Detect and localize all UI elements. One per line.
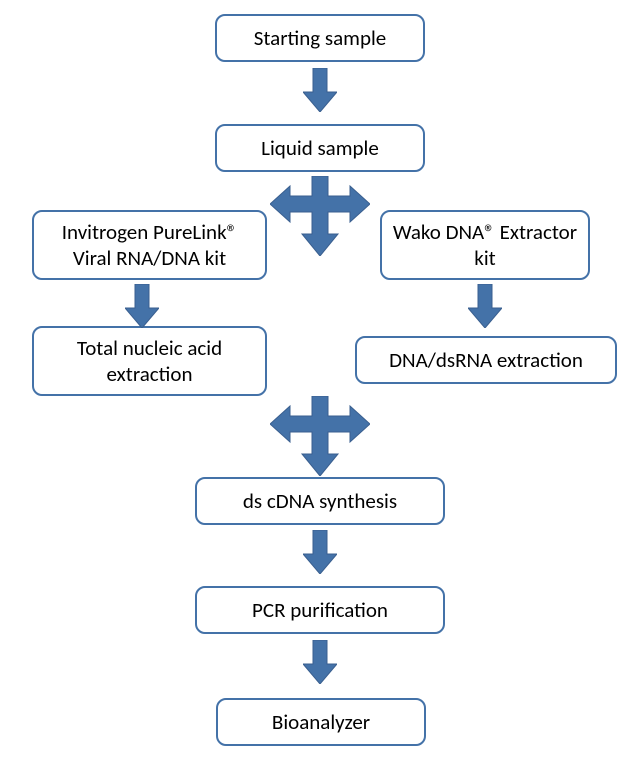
node-label: Starting sample	[254, 25, 387, 51]
node-bioanalyzer: Bioanalyzer	[216, 698, 426, 746]
arrow-split-icon	[270, 176, 370, 256]
arrow-down-icon	[303, 640, 337, 684]
node-label: Bioanalyzer	[272, 709, 370, 735]
node-starting-sample: Starting sample	[215, 14, 425, 62]
arrow-down-icon	[303, 530, 337, 574]
arrow-merge-icon	[270, 396, 370, 476]
node-label: Wako DNA® Extractor kit	[392, 219, 578, 272]
node-liquid-sample: Liquid sample	[215, 124, 425, 172]
node-label: ds cDNA synthesis	[243, 488, 397, 514]
node-ds-cdna-synthesis: ds cDNA synthesis	[195, 477, 445, 525]
node-label: DNA/dsRNA extraction	[389, 347, 583, 373]
arrow-down-icon	[303, 68, 337, 112]
arrow-down-icon	[468, 284, 502, 328]
node-kit-invitrogen: Invitrogen PureLink® Viral RNA/DNA kit	[32, 210, 267, 280]
node-total-nucleic-extraction: Total nucleic acid extraction	[32, 326, 267, 396]
node-dna-dsrna-extraction: DNA/dsRNA extraction	[355, 336, 617, 384]
node-label: Total nucleic acid extraction	[44, 335, 255, 388]
node-pcr-purification: PCR purification	[195, 586, 445, 634]
node-label: Liquid sample	[261, 135, 379, 161]
node-label: Invitrogen PureLink® Viral RNA/DNA kit	[44, 219, 255, 272]
arrow-down-icon	[125, 284, 159, 328]
node-label: PCR purification	[252, 597, 388, 623]
node-kit-wako: Wako DNA® Extractor kit	[380, 210, 590, 280]
